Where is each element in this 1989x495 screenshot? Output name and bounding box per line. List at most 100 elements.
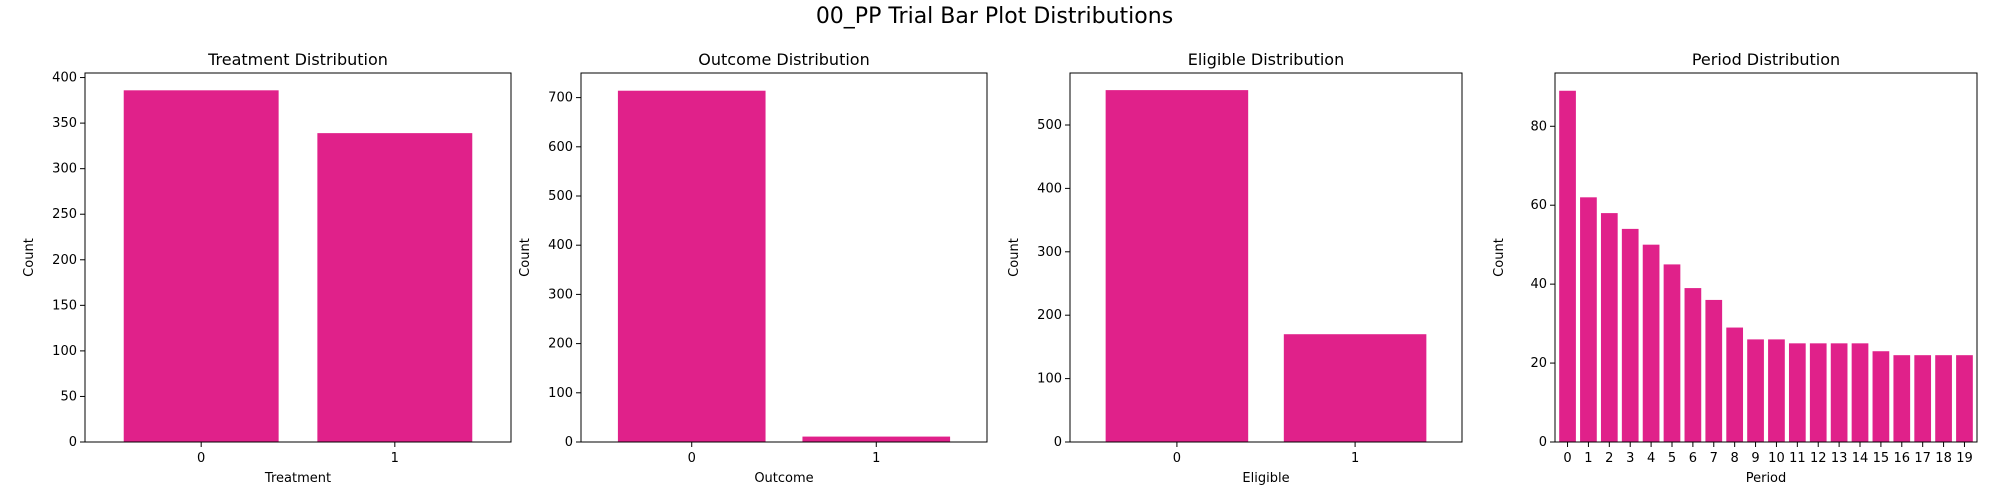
x-tick-label: 1	[1584, 451, 1592, 466]
y-tick-label: 400	[52, 71, 77, 86]
y-tick-label: 40	[1530, 277, 1547, 292]
x-tick-label: 15	[1873, 451, 1890, 466]
bar	[1768, 339, 1785, 442]
y-tick-label: 400	[548, 238, 573, 253]
x-axis-label: Period	[1746, 471, 1787, 486]
y-tick-label: 300	[548, 287, 573, 302]
x-tick-label: 1	[391, 451, 399, 466]
x-tick-label: 12	[1810, 451, 1827, 466]
x-axis-label: Eligible	[1242, 471, 1289, 486]
bar	[1283, 334, 1427, 442]
x-tick-label: 1	[872, 451, 880, 466]
y-tick-label: 600	[548, 140, 573, 155]
bar	[1105, 90, 1249, 442]
subplot-2: 0 100 200 300 400 500 0 1 Eligible Distribution E…	[1007, 50, 1463, 486]
subplot-title: Outcome Distribution	[698, 50, 869, 69]
bar	[617, 90, 766, 442]
y-tick-label: 100	[52, 344, 77, 359]
bar	[1621, 228, 1639, 442]
x-tick-label: 1	[1351, 451, 1359, 466]
x-tick-label: 3	[1626, 451, 1634, 466]
x-tick-label: 13	[1831, 451, 1848, 466]
y-tick-label: 300	[1037, 245, 1062, 260]
x-tick-label: 0	[197, 451, 205, 466]
y-tick-label: 500	[548, 189, 573, 204]
axes-frame	[580, 72, 988, 443]
x-tick-label: 8	[1731, 451, 1739, 466]
bar	[1914, 355, 1932, 442]
bar	[1788, 343, 1806, 442]
x-tick-label: 5	[1668, 451, 1676, 466]
bar	[1830, 343, 1848, 442]
y-tick-label: 60	[1530, 198, 1547, 213]
x-axis-label: Outcome	[754, 471, 813, 486]
bar	[1893, 355, 1911, 442]
y-tick-label: 200	[548, 337, 573, 352]
axes-frame	[84, 72, 512, 443]
x-tick-label: 17	[1914, 451, 1931, 466]
bar	[1600, 213, 1618, 442]
x-tick-label: 16	[1894, 451, 1911, 466]
y-tick-label: 400	[1037, 181, 1062, 196]
subplot-title: Eligible Distribution	[1188, 50, 1344, 69]
bar	[1726, 327, 1744, 442]
subplot-title: Period Distribution	[1692, 50, 1840, 69]
y-tick-label: 200	[1037, 308, 1062, 323]
axes-frame	[1554, 72, 1978, 443]
bar	[802, 436, 951, 442]
bar	[123, 90, 279, 443]
x-tick-label: 6	[1689, 451, 1697, 466]
bar	[1872, 351, 1890, 442]
bar	[1747, 339, 1764, 442]
bar	[1663, 264, 1681, 442]
y-tick-label: 0	[1054, 435, 1062, 450]
bar	[1580, 197, 1597, 442]
y-tick-label: 200	[52, 253, 77, 268]
y-tick-label: 350	[52, 116, 77, 131]
y-tick-label: 500	[1037, 118, 1062, 133]
y-axis-label: Count	[1007, 238, 1022, 277]
y-tick-label: 700	[548, 91, 573, 106]
x-tick-label: 2	[1605, 451, 1613, 466]
x-tick-label: 18	[1935, 451, 1952, 466]
y-tick-label: 80	[1530, 119, 1547, 134]
subplot-0: 0 50 100 150 200 250 300 350 400 0 1 Treatment Dist…	[22, 50, 512, 486]
y-tick-label: 0	[565, 435, 573, 450]
y-tick-label: 150	[52, 298, 77, 313]
y-tick-label: 0	[1539, 435, 1547, 450]
y-tick-label: 250	[52, 207, 77, 222]
x-tick-label: 0	[1563, 451, 1571, 466]
y-tick-label: 0	[69, 435, 77, 450]
bar	[1809, 343, 1827, 442]
x-tick-label: 11	[1789, 451, 1806, 466]
y-axis-label: Count	[518, 238, 533, 277]
x-tick-label: 14	[1852, 451, 1869, 466]
x-tick-label: 9	[1751, 451, 1759, 466]
x-tick-label: 7	[1710, 451, 1718, 466]
bar	[317, 133, 473, 442]
y-tick-label: 100	[1037, 372, 1062, 387]
x-tick-label: 10	[1768, 451, 1785, 466]
figure-title: 00_PP Trial Bar Plot Distributions	[815, 4, 1174, 29]
y-axis-label: Count	[22, 238, 37, 277]
bar	[1705, 299, 1723, 442]
x-tick-label: 0	[1173, 451, 1181, 466]
subplot-1: 0 100 200 300 400 500 600 700 0 1 Outcome Distribu…	[518, 50, 988, 486]
bar	[1956, 355, 1973, 442]
y-tick-label: 50	[60, 389, 77, 404]
y-tick-label: 20	[1530, 356, 1547, 371]
x-axis-label: Treatment	[264, 471, 331, 486]
bar	[1642, 244, 1660, 442]
bar	[1559, 90, 1576, 442]
y-tick-label: 100	[548, 386, 573, 401]
x-tick-label: 4	[1647, 451, 1655, 466]
bar	[1684, 288, 1702, 442]
y-tick-label: 300	[52, 162, 77, 177]
x-tick-label: 19	[1956, 451, 1973, 466]
y-axis-label: Count	[1492, 238, 1507, 277]
bar	[1851, 343, 1869, 442]
subplot-title: Treatment Distribution	[207, 50, 388, 69]
